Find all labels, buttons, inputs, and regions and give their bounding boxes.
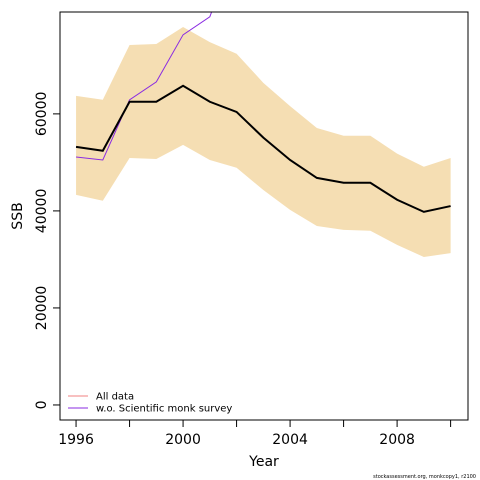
y-tick-label: 40000 [34, 189, 50, 234]
x-tick-label: 2008 [379, 432, 415, 448]
estimate-line [75, 84, 451, 213]
legend-label: All data [96, 392, 134, 403]
x-tick-label: 2004 [272, 432, 308, 448]
y-axis-label: SSB [10, 202, 26, 229]
x-tick-label: 1996 [58, 432, 94, 448]
x-axis-label: Year [248, 454, 279, 470]
y-tick-label: 0 [34, 400, 50, 409]
plot-frame [59, 11, 469, 421]
confidence-band [76, 27, 451, 257]
plot-area [75, 12, 451, 257]
y-tick-label: 20000 [34, 286, 50, 331]
footnote: stockassessment.org, monkcopy1, r2100 [373, 474, 476, 480]
series-line [75, 12, 213, 161]
y-tick-label: 60000 [34, 92, 50, 137]
legend-label: w.o. Scientific monk survey [96, 404, 232, 415]
x-tick-label: 2000 [165, 432, 201, 448]
